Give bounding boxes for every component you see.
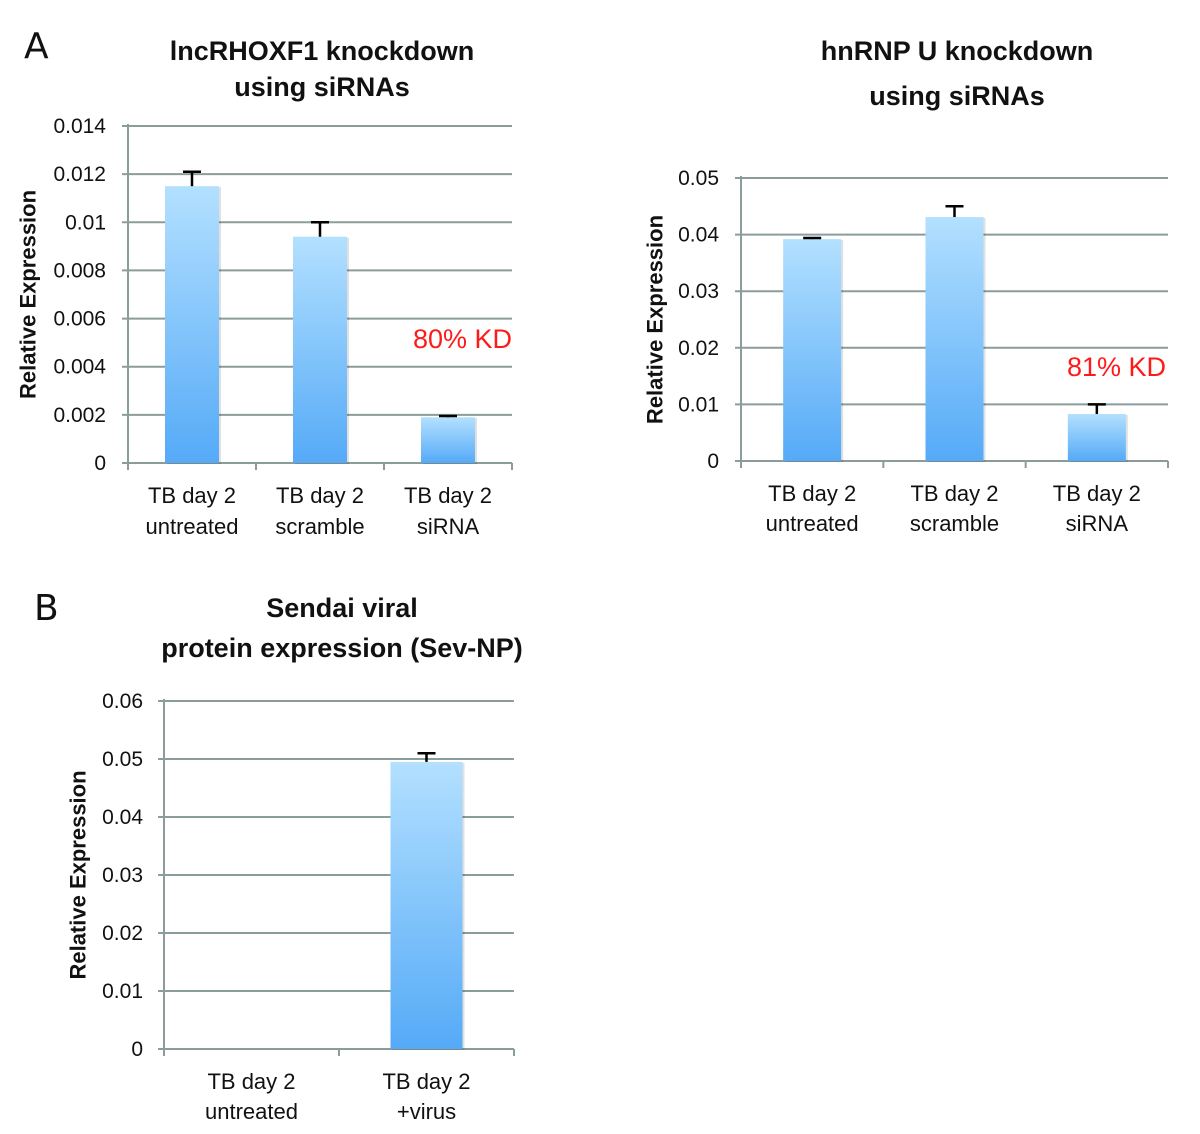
x-category-label: +virus	[397, 1099, 456, 1124]
y-tick-label: 0.06	[102, 690, 143, 713]
y-tick-label: 0.01	[65, 211, 106, 234]
chart-2: hnRNP U knockdown using siRNAs Relative Ex…	[643, 36, 1169, 536]
y-tick-label: 0	[131, 1038, 143, 1061]
x-category-label: untreated	[766, 511, 859, 536]
bar	[421, 417, 475, 463]
bar	[165, 186, 219, 463]
x-category-label: TB day 2	[276, 483, 364, 508]
panel-label-a: A	[24, 26, 49, 67]
x-category-label: scramble	[910, 511, 999, 536]
x-category-label: TB day 2	[768, 481, 856, 506]
x-category-label: untreated	[205, 1099, 298, 1124]
x-category-label: TB day 2	[404, 483, 492, 508]
x-category-label: scramble	[275, 514, 364, 539]
y-tick-label: 0.01	[678, 393, 719, 416]
y-tick-label: 0.02	[102, 922, 143, 945]
y-tick-label: 0.008	[53, 259, 106, 282]
chart-1: lncRHOXF1 knockdown using siRNAs Relative …	[16, 36, 513, 539]
y-tick-label: 0.03	[102, 864, 143, 887]
y-tick-label: 0.012	[53, 163, 106, 186]
y-tick-label: 0.01	[102, 980, 143, 1003]
x-category-label: untreated	[146, 514, 239, 539]
x-category-label: TB day 2	[382, 1069, 470, 1094]
y-tick-label: 0.04	[102, 806, 143, 829]
x-category-label: siRNA	[417, 514, 480, 539]
bar	[925, 217, 984, 461]
y-axis-label: Relative Expression	[66, 770, 91, 979]
chart-title: lncRHOXF1 knockdown	[170, 36, 475, 66]
y-tick-label: 0	[707, 450, 719, 473]
knockdown-annotation: 80% KD	[413, 324, 512, 354]
chart-title: using siRNAs	[869, 81, 1045, 111]
chart-title: using siRNAs	[234, 72, 410, 102]
chart-3: Sendai viral protein expression (Sev-NP) R…	[66, 593, 523, 1124]
y-tick-label: 0.03	[678, 280, 719, 303]
chart-title: Sendai viral	[266, 593, 418, 623]
chart-title: protein expression (Sev-NP)	[161, 633, 523, 663]
y-tick-label: 0.04	[678, 224, 719, 247]
chart-title: hnRNP U knockdown	[821, 36, 1094, 66]
bar	[1067, 414, 1126, 461]
y-tick-label: 0.05	[678, 167, 719, 190]
y-tick-label: 0.004	[53, 356, 106, 379]
x-category-label: TB day 2	[910, 481, 998, 506]
y-tick-label: 0.05	[102, 748, 143, 771]
knockdown-annotation: 81% KD	[1067, 352, 1166, 382]
bar	[293, 236, 347, 463]
bar	[783, 239, 842, 461]
panel-label-b: B	[34, 588, 59, 629]
x-category-label: TB day 2	[148, 483, 236, 508]
y-tick-label: 0.002	[53, 404, 106, 427]
y-tick-label: 0.014	[53, 115, 106, 138]
y-axis-label: Relative Expression	[643, 215, 668, 424]
y-axis-label: Relative Expression	[16, 190, 41, 399]
x-category-label: TB day 2	[207, 1069, 295, 1094]
bar	[390, 761, 463, 1049]
x-category-label: siRNA	[1066, 511, 1129, 536]
y-tick-label: 0.006	[53, 308, 106, 331]
x-category-label: TB day 2	[1053, 481, 1141, 506]
y-tick-label: 0	[94, 452, 106, 475]
y-tick-label: 0.02	[678, 337, 719, 360]
